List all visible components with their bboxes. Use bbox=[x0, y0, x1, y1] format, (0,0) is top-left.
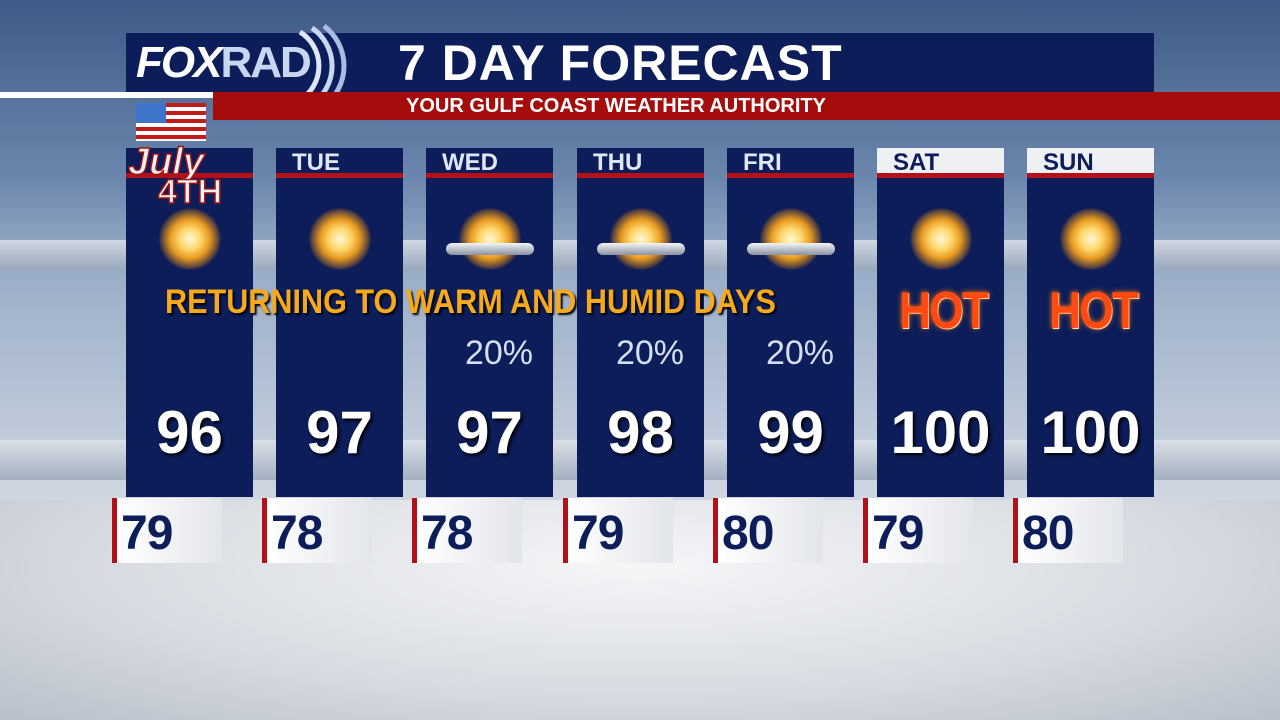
sun-icon bbox=[610, 208, 672, 270]
high-temp: 97 bbox=[456, 399, 523, 466]
day-column: SUN HOT 100 bbox=[1027, 148, 1154, 497]
high-temp: 97 bbox=[306, 399, 373, 466]
low-temp: 79 bbox=[112, 498, 222, 563]
high-temp: 96 bbox=[156, 399, 223, 466]
high-temp: 100 bbox=[890, 399, 991, 466]
precip-chance: 20% bbox=[615, 334, 684, 372]
day-label: SUN bbox=[1027, 148, 1154, 178]
title-bar bbox=[126, 33, 1154, 92]
sun-icon bbox=[1060, 208, 1122, 270]
high-temp: 98 bbox=[607, 399, 674, 466]
low-temp: 79 bbox=[863, 498, 973, 563]
precip-chance: 20% bbox=[464, 334, 533, 372]
flag-canton bbox=[136, 103, 166, 123]
low-temp: 79 bbox=[563, 498, 673, 563]
day-label: FRI bbox=[727, 148, 854, 178]
day-label: THU bbox=[577, 148, 704, 178]
sun-icon bbox=[459, 208, 521, 270]
forecast-banner: RETURNING TO WARM AND HUMID DAYS bbox=[165, 283, 776, 321]
hot-label: HOT bbox=[899, 282, 989, 340]
day-label: WED bbox=[426, 148, 553, 178]
high-temp: 100 bbox=[1040, 399, 1141, 466]
day-label bbox=[126, 148, 253, 178]
day-column: FRI 20% 99 bbox=[727, 148, 854, 497]
july-4th-badge: July 4TH bbox=[127, 103, 250, 213]
subtitle-bar bbox=[213, 92, 1280, 120]
holiday-label-suffix: 4TH bbox=[157, 172, 223, 212]
day-column: TUE 97 bbox=[276, 148, 403, 497]
sun-icon bbox=[910, 208, 972, 270]
page-title: 7 DAY FORECAST bbox=[398, 35, 843, 91]
low-temp: 80 bbox=[713, 498, 823, 563]
day-column: WED 20% 97 bbox=[426, 148, 553, 497]
day-column: THU 20% 98 bbox=[577, 148, 704, 497]
cloud-icon bbox=[747, 243, 835, 255]
precip-chance: 20% bbox=[765, 334, 834, 372]
day-label: TUE bbox=[276, 148, 403, 178]
cloud-icon bbox=[446, 243, 534, 255]
low-temp: 78 bbox=[412, 498, 522, 563]
sun-icon bbox=[309, 208, 371, 270]
hot-label: HOT bbox=[1049, 282, 1139, 340]
low-temp: 78 bbox=[262, 498, 372, 563]
subtitle: YOUR GULF COAST WEATHER AUTHORITY bbox=[406, 95, 826, 117]
high-temp: 99 bbox=[757, 399, 824, 466]
day-column: 96 bbox=[126, 148, 253, 497]
foxrad-logo: FOXRAD bbox=[136, 38, 312, 87]
divider bbox=[0, 92, 213, 98]
cloud-icon bbox=[597, 243, 685, 255]
low-temp: 80 bbox=[1013, 498, 1123, 563]
day-column: SAT HOT 100 bbox=[877, 148, 1004, 497]
sun-icon bbox=[159, 208, 221, 270]
holiday-label: July bbox=[127, 140, 205, 184]
day-label: SAT bbox=[877, 148, 1004, 178]
sun-icon bbox=[760, 208, 822, 270]
